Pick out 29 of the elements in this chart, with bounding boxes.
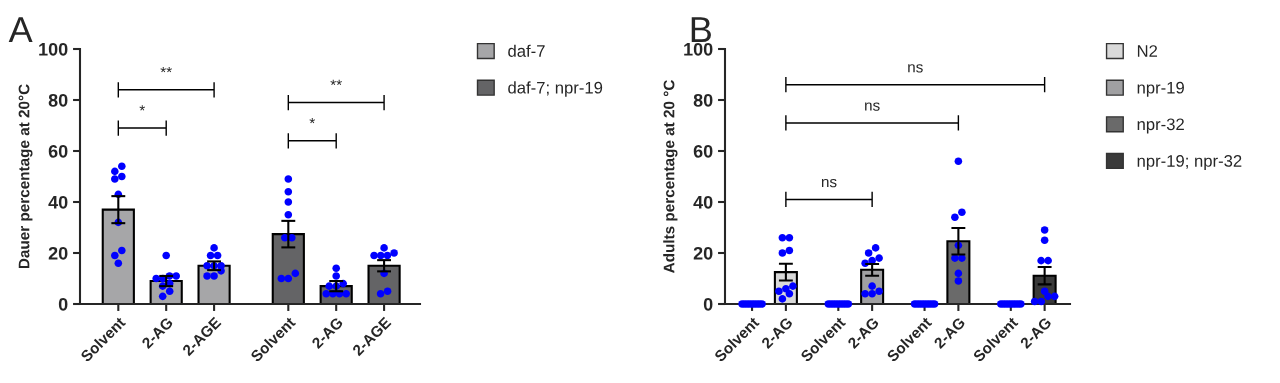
y-tick-label: 40 — [48, 195, 68, 209]
y-axis-title: Adults percentage at 20 °C — [663, 80, 678, 273]
legend-label: npr-32 — [1137, 118, 1184, 134]
y-tick-label: 100 — [684, 42, 713, 56]
y-tick-label: 40 — [693, 195, 713, 209]
legend-label: npr-19; npr-32 — [1137, 155, 1242, 171]
annotation: ns — [908, 64, 923, 73]
y-tick-label: 60 — [693, 144, 713, 158]
legend-label: npr-19 — [1137, 81, 1184, 97]
annotation: * — [309, 117, 315, 124]
y-axis-title: Dauer percentage at 20°C — [18, 84, 33, 269]
chart-title: B — [691, 17, 711, 43]
annotation: ** — [160, 66, 172, 73]
annotation: ** — [330, 79, 342, 86]
y-tick-label: 0 — [58, 297, 68, 311]
legend-label: N2 — [1137, 45, 1158, 57]
annotation: ns — [865, 102, 880, 111]
annotation: ns — [821, 178, 837, 188]
y-tick-label: 80 — [693, 93, 713, 107]
annotation: * — [139, 105, 145, 111]
y-tick-label: 20 — [693, 246, 713, 260]
y-tick-label: 20 — [48, 246, 68, 260]
y-tick-label: 0 — [703, 297, 713, 311]
legend-label: daf-7; npr-19 — [508, 81, 603, 97]
chart-title: A — [8, 17, 33, 43]
y-tick-label: 100 — [39, 42, 68, 56]
y-tick-label: 80 — [48, 93, 68, 107]
legend-label: daf-7 — [508, 44, 545, 57]
y-tick-label: 60 — [48, 144, 68, 158]
